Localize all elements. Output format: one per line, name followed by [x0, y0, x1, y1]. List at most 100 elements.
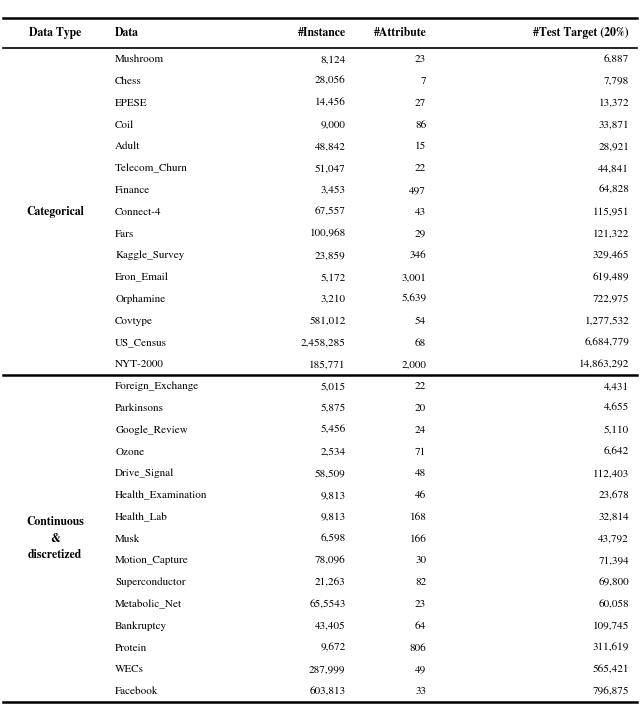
- Text: 82: 82: [415, 577, 426, 587]
- Text: 28,921: 28,921: [598, 142, 629, 152]
- Text: 23: 23: [415, 55, 426, 64]
- Text: 9,000: 9,000: [321, 120, 346, 129]
- Text: 497: 497: [410, 186, 426, 195]
- Text: Motion_Capture: Motion_Capture: [115, 556, 189, 565]
- Text: Drive_Signal: Drive_Signal: [115, 469, 175, 478]
- Text: Metabolic_Net: Metabolic_Net: [115, 600, 182, 609]
- Text: 43: 43: [415, 207, 426, 216]
- Text: 43,792: 43,792: [598, 534, 629, 544]
- Text: 7: 7: [420, 76, 426, 86]
- Text: 20: 20: [415, 403, 426, 413]
- Text: Data: Data: [115, 27, 139, 40]
- Text: 33: 33: [415, 687, 426, 696]
- Text: 15: 15: [415, 142, 426, 152]
- Text: Musk: Musk: [115, 534, 141, 544]
- Text: Superconductor: Superconductor: [115, 577, 186, 587]
- Text: 5,110: 5,110: [604, 425, 629, 435]
- Text: 44,841: 44,841: [598, 163, 629, 173]
- Text: Bankruptcy: Bankruptcy: [115, 621, 167, 631]
- Text: Mushroom: Mushroom: [115, 55, 164, 64]
- Text: 71: 71: [415, 447, 426, 457]
- Text: 100,968: 100,968: [309, 229, 346, 239]
- Text: 23,678: 23,678: [598, 490, 629, 500]
- Text: Ozone: Ozone: [115, 447, 145, 457]
- Text: 722,975: 722,975: [593, 294, 629, 304]
- Text: 69,800: 69,800: [598, 577, 629, 587]
- Text: 23: 23: [415, 600, 426, 609]
- Text: 346: 346: [410, 251, 426, 260]
- Text: 6,642: 6,642: [604, 447, 629, 457]
- Text: 3,453: 3,453: [321, 186, 346, 195]
- Text: 64,828: 64,828: [598, 186, 629, 195]
- Text: 13,372: 13,372: [598, 99, 629, 108]
- Text: 6,887: 6,887: [604, 55, 629, 64]
- Text: #Test Target (20%): #Test Target (20%): [534, 27, 629, 40]
- Text: Health_Lab: Health_Lab: [115, 512, 168, 522]
- Text: Telecom_Churn: Telecom_Churn: [115, 163, 188, 173]
- Text: 565,421: 565,421: [593, 665, 629, 674]
- Text: 24: 24: [415, 425, 426, 435]
- Text: 22: 22: [415, 163, 426, 173]
- Text: 287,999: 287,999: [309, 665, 346, 674]
- Text: 185,771: 185,771: [309, 360, 346, 370]
- Text: NYT-2000: NYT-2000: [115, 360, 164, 370]
- Text: 86: 86: [415, 120, 426, 129]
- Text: 5,172: 5,172: [321, 273, 346, 282]
- Text: Eron_Email: Eron_Email: [115, 273, 169, 282]
- Text: 5,456: 5,456: [321, 425, 346, 435]
- Text: Fars: Fars: [115, 229, 134, 239]
- Text: Orphamine: Orphamine: [115, 294, 166, 304]
- Text: 4,431: 4,431: [604, 382, 629, 391]
- Text: 109,745: 109,745: [593, 621, 629, 631]
- Text: Adult: Adult: [115, 142, 141, 152]
- Text: 71,394: 71,394: [598, 556, 629, 565]
- Text: Data Type: Data Type: [29, 27, 81, 40]
- Text: Connect-4: Connect-4: [115, 207, 162, 216]
- Text: 68: 68: [415, 338, 426, 347]
- Text: 603,813: 603,813: [310, 687, 346, 696]
- Text: 9,813: 9,813: [321, 512, 346, 522]
- Text: 121,322: 121,322: [593, 229, 629, 239]
- Text: 311,619: 311,619: [593, 643, 629, 653]
- Text: Covtype: Covtype: [115, 316, 153, 326]
- Text: 2,000: 2,000: [401, 360, 426, 370]
- Text: 54: 54: [415, 316, 426, 326]
- Text: 51,047: 51,047: [315, 163, 346, 173]
- Text: 9,813: 9,813: [321, 490, 346, 500]
- Text: Protein: Protein: [115, 643, 147, 653]
- Text: 2,534: 2,534: [321, 447, 346, 457]
- Text: 48,842: 48,842: [315, 142, 346, 152]
- Text: 49: 49: [415, 665, 426, 674]
- Text: 8,124: 8,124: [321, 55, 346, 64]
- Text: 166: 166: [410, 534, 426, 544]
- Text: 9,672: 9,672: [321, 643, 346, 653]
- Text: 168: 168: [410, 512, 426, 522]
- Text: 6,598: 6,598: [321, 534, 346, 544]
- Text: 5,639: 5,639: [401, 294, 426, 304]
- Text: 78,096: 78,096: [315, 556, 346, 565]
- Text: 60,058: 60,058: [598, 600, 629, 609]
- Text: US_Census: US_Census: [115, 338, 167, 347]
- Text: 115,951: 115,951: [593, 207, 629, 216]
- Text: 5,015: 5,015: [321, 382, 346, 391]
- Text: 6,684,779: 6,684,779: [584, 338, 629, 347]
- Text: EPESE: EPESE: [115, 99, 148, 108]
- Text: 3,210: 3,210: [321, 294, 346, 304]
- Text: 30: 30: [415, 556, 426, 565]
- Text: Health_Examination: Health_Examination: [115, 490, 208, 500]
- Text: 28,056: 28,056: [315, 76, 346, 86]
- Text: 29: 29: [415, 229, 426, 239]
- Text: 4,655: 4,655: [604, 403, 629, 413]
- Text: 7,798: 7,798: [604, 76, 629, 86]
- Text: 5,875: 5,875: [321, 403, 346, 413]
- Text: Finance: Finance: [115, 186, 150, 195]
- Text: 329,465: 329,465: [593, 251, 629, 260]
- Text: 112,403: 112,403: [593, 469, 629, 478]
- Text: 43,405: 43,405: [315, 621, 346, 631]
- Text: #Attribute: #Attribute: [374, 27, 426, 40]
- Text: 33,871: 33,871: [598, 120, 629, 129]
- Text: 22: 22: [415, 382, 426, 391]
- Text: Foreign_Exchange: Foreign_Exchange: [115, 382, 200, 391]
- Text: Kaggle_Survey: Kaggle_Survey: [115, 251, 184, 260]
- Text: Google_Review: Google_Review: [115, 425, 188, 435]
